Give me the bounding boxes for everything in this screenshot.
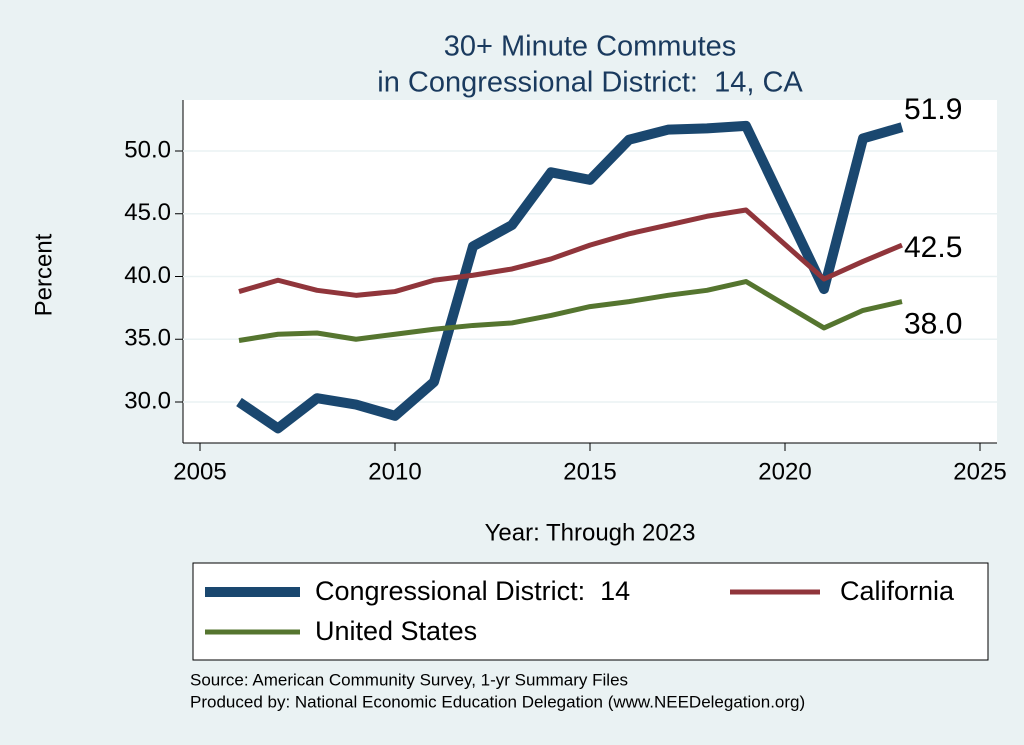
legend-label: Congressional District: 14 (315, 576, 630, 606)
y-tick-label: 35.0 (124, 325, 171, 352)
chart-title: in Congressional District: 14, CA (377, 67, 803, 99)
y-tick-label: 30.0 (124, 387, 171, 414)
y-tick-label: 40.0 (124, 262, 171, 289)
y-axis-label: Percent (30, 233, 57, 316)
x-axis-label: Year: Through 2023 (485, 519, 696, 546)
series-line (238, 279, 903, 343)
legend-label: United States (315, 616, 477, 646)
note: Produced by: National Economic Education… (190, 692, 805, 711)
x-tick-label: 2010 (368, 458, 421, 485)
x-tick-label: 2015 (563, 458, 616, 485)
chart-title: 30+ Minute Commutes (444, 31, 737, 63)
x-tick-label: 2020 (758, 458, 811, 485)
series-line (238, 207, 903, 298)
note: Source: American Community Survey, 1-yr … (190, 670, 628, 689)
x-tick-label: 2005 (173, 458, 226, 485)
end-label: 51.9 (904, 93, 962, 126)
end-label: 42.5 (904, 231, 962, 264)
series-line (236, 120, 904, 434)
y-tick-label: 45.0 (124, 199, 171, 226)
legend-label: California (840, 576, 955, 606)
legend (192, 562, 989, 661)
x-tick-label: 2025 (953, 458, 1006, 485)
end-label: 38.0 (904, 308, 962, 341)
y-tick-label: 50.0 (124, 136, 171, 163)
